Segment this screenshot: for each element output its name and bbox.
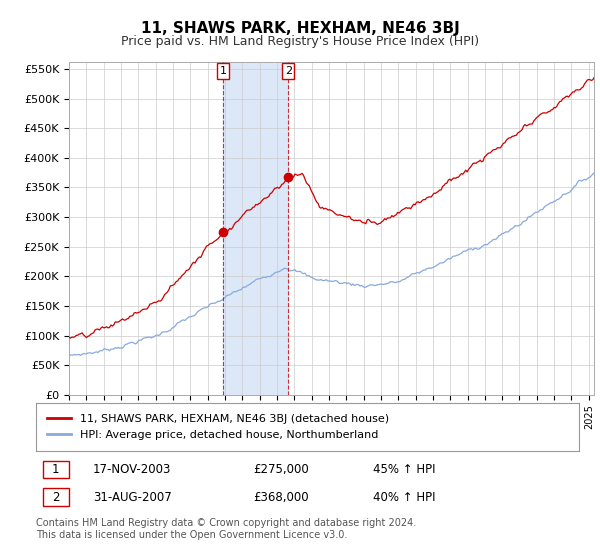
Text: 1: 1: [52, 463, 59, 476]
Text: 31-AUG-2007: 31-AUG-2007: [93, 491, 172, 503]
Text: 40% ↑ HPI: 40% ↑ HPI: [373, 491, 435, 503]
Text: £368,000: £368,000: [253, 491, 309, 503]
Text: 45% ↑ HPI: 45% ↑ HPI: [373, 463, 435, 476]
Text: Price paid vs. HM Land Registry's House Price Index (HPI): Price paid vs. HM Land Registry's House …: [121, 35, 479, 48]
Legend: 11, SHAWS PARK, HEXHAM, NE46 3BJ (detached house), HPI: Average price, detached : 11, SHAWS PARK, HEXHAM, NE46 3BJ (detach…: [47, 414, 389, 440]
Text: Contains HM Land Registry data © Crown copyright and database right 2024.
This d: Contains HM Land Registry data © Crown c…: [36, 518, 416, 540]
Text: 11, SHAWS PARK, HEXHAM, NE46 3BJ: 11, SHAWS PARK, HEXHAM, NE46 3BJ: [140, 21, 460, 36]
Bar: [223, 62, 289, 395]
Text: 2: 2: [285, 66, 292, 76]
Text: 17-NOV-2003: 17-NOV-2003: [93, 463, 172, 476]
Bar: [43, 488, 68, 506]
Text: £275,000: £275,000: [253, 463, 309, 476]
Bar: [217, 63, 229, 80]
Text: 1: 1: [220, 66, 226, 76]
Bar: [282, 63, 295, 80]
Bar: [43, 461, 68, 478]
Text: 2: 2: [52, 491, 59, 503]
